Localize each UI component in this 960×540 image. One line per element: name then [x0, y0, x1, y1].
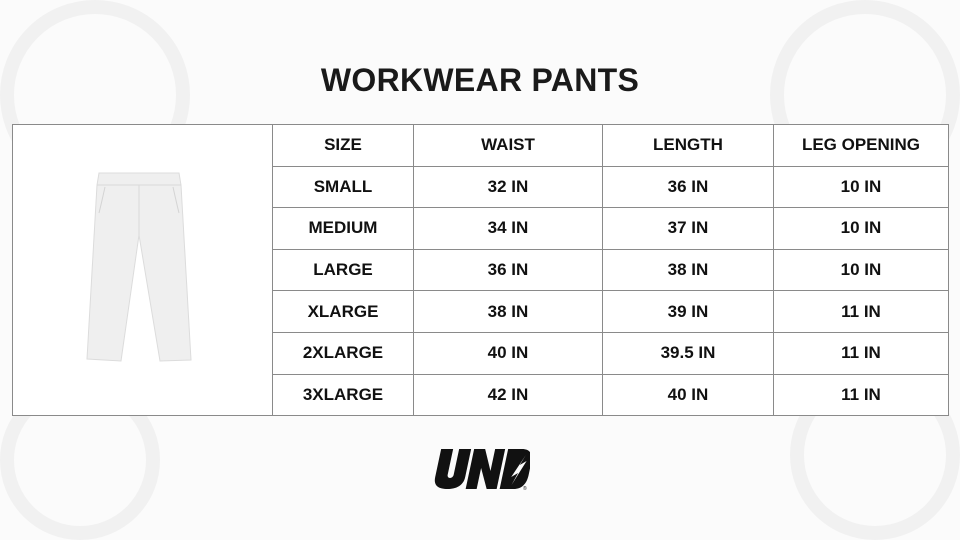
und-logo: ® [434, 449, 530, 491]
header-leg-opening: LEG OPENING [773, 124, 949, 167]
length-cell: 39.5 IN [602, 331, 774, 375]
waist-cell: 42 IN [413, 373, 603, 417]
table-row: 3XLARGE 42 IN 40 IN 11 IN [13, 373, 949, 417]
size-cell: 3XLARGE [272, 373, 414, 417]
waist-cell: 32 IN [413, 165, 603, 209]
length-cell: 38 IN [602, 248, 774, 292]
leg-opening-cell: 11 IN [773, 290, 949, 333]
length-cell: 39 IN [602, 290, 774, 333]
header-length: LENGTH [602, 124, 774, 167]
size-cell: 2XLARGE [272, 331, 414, 375]
table-header-row: SIZE WAIST LENGTH LEG OPENING [12, 123, 949, 417]
waist-cell: 40 IN [413, 331, 603, 375]
length-cell: 37 IN [602, 207, 774, 250]
leg-opening-cell: 11 IN [773, 373, 949, 417]
waist-cell: 36 IN [413, 248, 603, 292]
product-image-cell [12, 123, 273, 417]
size-cell: MEDIUM [272, 207, 414, 250]
size-chart-table: SIZE WAIST LENGTH LEG OPENING SMALL 32 IN… [12, 123, 949, 417]
leg-opening-cell: 10 IN [773, 207, 949, 250]
header-waist: WAIST [413, 124, 603, 167]
waist-cell: 34 IN [413, 207, 603, 250]
leg-opening-cell: 10 IN [773, 248, 949, 292]
svg-text:®: ® [523, 485, 527, 491]
size-cell: LARGE [272, 248, 414, 292]
table-row: SMALL 32 IN 36 IN 10 IN [13, 165, 949, 209]
page-title: WORKWEAR PANTS [320, 62, 640, 98]
header-size: SIZE [272, 124, 414, 167]
size-cell: XLARGE [272, 290, 414, 333]
length-cell: 40 IN [602, 373, 774, 417]
pants-image [86, 172, 192, 362]
table-row: MEDIUM 34 IN 37 IN 10 IN [13, 207, 949, 250]
size-cell: SMALL [272, 165, 414, 209]
length-cell: 36 IN [602, 165, 774, 209]
leg-opening-cell: 11 IN [773, 331, 949, 375]
waist-cell: 38 IN [413, 290, 603, 333]
leg-opening-cell: 10 IN [773, 165, 949, 209]
